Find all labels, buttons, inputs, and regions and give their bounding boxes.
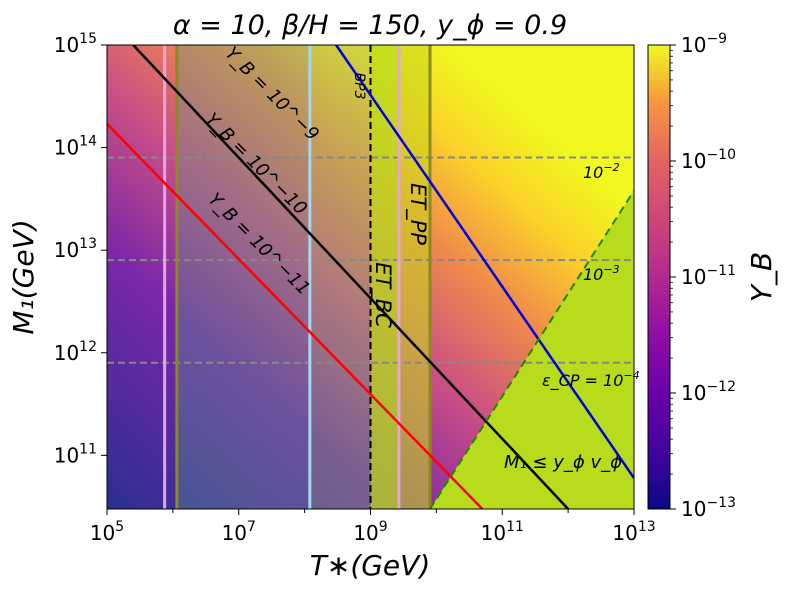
y-tick-label-2: 1013 (54, 236, 97, 262)
y-tick-label-3: 1014 (54, 134, 97, 160)
y-tick-label-2-base: 10 (54, 238, 79, 262)
y-axis-label: M₁(GeV) (7, 219, 40, 334)
colorbar-tick-label-0: 10−13 (681, 495, 736, 521)
colorbar-tick-label-1-exp: −12 (706, 379, 736, 395)
hline-label-1e-4-exp: −4 (623, 369, 639, 382)
colorbar-tick-label-3-base: 10 (681, 149, 706, 173)
svg-text:10−3: 10−3 (583, 263, 620, 284)
hline-label-1e-2-exp: −2 (603, 161, 619, 174)
x-tick-label-3-base: 10 (481, 521, 506, 545)
colorbar (647, 44, 671, 510)
x-tick-label-1-exp: 7 (247, 519, 256, 535)
chart-title: α = 10, β/H = 150, y_ϕ = 0.9 (173, 10, 567, 41)
label-bp3: BP3 (351, 73, 367, 100)
y-tick-label-2-exp: 13 (79, 236, 97, 252)
x-tick-label-3: 1011 (481, 519, 524, 545)
hline-label-1e-3-exp: −3 (603, 263, 619, 276)
colorbar-tick-label-4: 10−9 (681, 31, 727, 57)
colorbar-tick-label-4-exp: −9 (706, 31, 727, 47)
x-tick-label-1: 107 (222, 519, 256, 545)
y-tick-label-1: 1012 (54, 339, 97, 365)
hline-label-1e-4: ε_CP = 10−4 (542, 369, 640, 391)
x-tick-label-2: 109 (353, 519, 387, 545)
colorbar-tick-label-2: 10−11 (681, 263, 736, 289)
colorbar-tick-label-0-base: 10 (681, 497, 706, 521)
y-tick-label-1-exp: 12 (79, 339, 97, 355)
hline-label-1e-3: 10−3 (583, 263, 620, 284)
colorbar-tick-label-0-exp: −13 (706, 495, 736, 511)
colorbar-tick-label-3-exp: −10 (706, 147, 736, 163)
colorbar-tick-label-1-base: 10 (681, 381, 706, 405)
colorbar-label: Y_B (745, 252, 778, 302)
x-tick-label-0-exp: 5 (115, 519, 124, 535)
y-tick-label-0-exp: 11 (79, 441, 97, 457)
y-tick-label-4-base: 10 (54, 33, 79, 57)
colorbar-tick-label-1: 10−12 (681, 379, 736, 405)
x-tick-label-4-exp: 13 (638, 519, 656, 535)
region-dimmed-middle (309, 45, 371, 509)
colorbar-tick-label-4-base: 10 (681, 33, 706, 57)
hline-label-1e-2-text: 10 (583, 163, 603, 182)
x-tick-label-3-exp: 11 (506, 519, 524, 535)
colorbar-tick-label-2-exp: −11 (706, 263, 736, 279)
region-et-pp (398, 45, 430, 509)
colorbar-tick-label-3: 10−10 (681, 147, 736, 173)
y-tick-label-4-exp: 15 (79, 31, 97, 47)
region-mass-bound (430, 190, 634, 509)
y-tick-label-1-base: 10 (54, 341, 79, 365)
colorbar-tick-label-2-base: 10 (681, 265, 706, 289)
hline-label-1e-4-text: ε_CP = 10 (542, 371, 623, 391)
x-tick-label-2-exp: 9 (379, 519, 388, 535)
label-et-bc: ET_BC (370, 262, 395, 328)
series-line-1 (132, 45, 570, 509)
series-line-0 (335, 45, 634, 479)
x-tick-label-1-base: 10 (222, 521, 247, 545)
plot-area (107, 45, 634, 509)
hline-label-1e-2: 10−2 (583, 161, 620, 182)
series-line-3 (429, 190, 634, 509)
x-tick-label-2-base: 10 (353, 521, 378, 545)
region-dimmed-left (176, 45, 310, 509)
svg-text:10−2: 10−2 (583, 161, 620, 182)
y-tick-label-4: 1015 (54, 31, 97, 57)
x-tick-label-0: 105 (90, 519, 124, 545)
x-tick-label-4: 1013 (612, 519, 655, 545)
x-tick-label-4-base: 10 (612, 521, 637, 545)
y-tick-label-0: 1011 (54, 441, 97, 467)
y-tick-label-0-base: 10 (54, 443, 79, 467)
svg-text:ε_CP = 10−4: ε_CP = 10−4 (542, 369, 640, 391)
y-tick-label-3-base: 10 (54, 136, 79, 160)
x-axis-label: T∗(GeV) (310, 549, 431, 582)
y-tick-label-3-exp: 14 (79, 134, 97, 150)
hline-label-1e-3-text: 10 (583, 265, 603, 284)
series-line-2 (107, 123, 484, 509)
x-axis-ticks: 105 107 109 1011 1013 (90, 509, 656, 545)
label-et-pp: ET_PP (405, 183, 430, 245)
region-green-middle (370, 45, 399, 509)
x-tick-label-0-base: 10 (90, 521, 115, 545)
label-mass-bound: M₁ ≤ y_ϕ v_ϕ (504, 452, 622, 473)
